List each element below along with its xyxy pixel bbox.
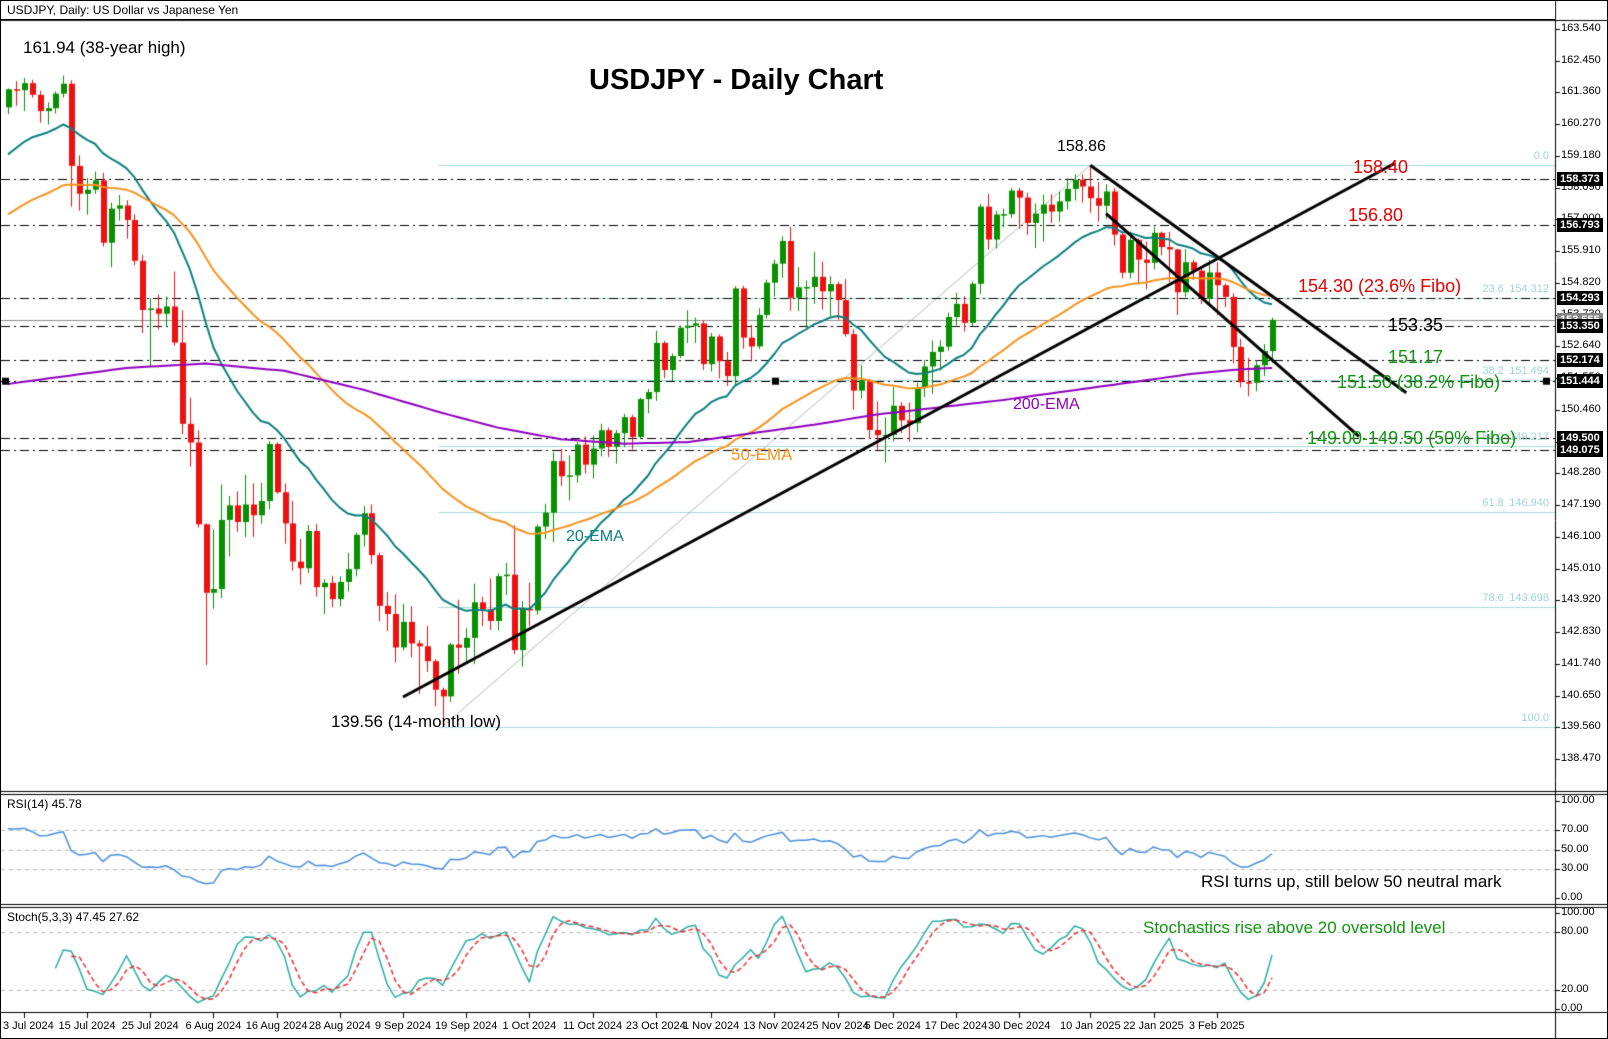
level-price-box: 151.444: [1557, 374, 1603, 389]
date-label: 9 Sep 2024: [374, 1020, 432, 1032]
price-tick: 152.640: [1561, 339, 1601, 352]
date-label: 13 Nov 2024: [743, 1020, 806, 1032]
level-label-15680: 156.80: [1348, 205, 1404, 225]
stoch-scale-tick: 20.00: [1561, 982, 1589, 995]
ema50-label: 50-EMA: [731, 445, 793, 464]
rsi-scale-tick: 70.00: [1561, 823, 1589, 836]
peak-label: 158.86: [1057, 138, 1106, 155]
level-price-box: 156.793: [1557, 218, 1603, 233]
date-label: 3 Jul 2024: [3, 1020, 54, 1032]
price-tick: 146.100: [1561, 529, 1601, 542]
price-tick: 145.010: [1561, 561, 1601, 574]
price-tick: 140.650: [1561, 688, 1601, 701]
price-tick: 161.360: [1561, 85, 1601, 98]
fibo-level-label: 38.2 151.494: [1482, 364, 1549, 377]
date-label: 30 Dec 2024: [987, 1020, 1051, 1032]
stoch-scale-tick: 100.00: [1561, 906, 1595, 918]
level-price-box: 152.174: [1557, 352, 1603, 367]
ema200-label: 200-EMA: [1013, 396, 1080, 413]
level-price-box: 154.293: [1557, 291, 1603, 306]
price-tick: 139.560: [1561, 720, 1601, 733]
price-tick: 154.820: [1561, 275, 1601, 288]
stoch-scale-tick: 0.00: [1561, 1002, 1583, 1014]
level-label-15150: 151.50 (38.2% Fibo): [1337, 372, 1501, 392]
stoch-annotation: Stochastics rise above 20 oversold level: [1143, 918, 1446, 937]
level-label-15840: 158.40: [1353, 157, 1409, 177]
fibo-level-label: 23.6 154.312: [1482, 282, 1549, 295]
date-label: 25 Nov 2024: [806, 1020, 869, 1032]
date-label: 22 Jan 2025: [1123, 1020, 1184, 1032]
rsi-scale-tick: 0.00: [1561, 891, 1583, 903]
level-label-15430: 154.30 (23.6% Fibo): [1298, 276, 1462, 296]
price-tick: 155.910: [1561, 244, 1601, 257]
fibo-level-label: 61.8 146.940: [1482, 497, 1549, 510]
price-tick: 142.830: [1561, 625, 1601, 638]
fibo-level-label: 0.0: [1533, 150, 1549, 163]
stoch-indicator-label: Stoch(5,3,3) 47.45 27.62: [7, 910, 140, 924]
date-label: 16 Aug 2024: [245, 1020, 308, 1032]
rsi-annotation: RSI turns up, still below 50 neutral mar…: [1201, 872, 1502, 891]
rsi-scale-tick: 30.00: [1561, 861, 1589, 874]
price-tick: 160.270: [1561, 117, 1601, 130]
date-label: 5 Dec 2024: [864, 1020, 921, 1032]
price-tick: 148.280: [1561, 466, 1601, 479]
stoch-scale-tick: 80.00: [1561, 925, 1589, 938]
price-tick: 159.180: [1561, 148, 1601, 161]
window-title: USDJPY, Daily: US Dollar vs Japanese Yen: [7, 3, 239, 17]
rsi-indicator-label: RSI(14) 45.78: [7, 797, 82, 811]
date-label: 19 Sep 2024: [434, 1020, 498, 1032]
date-label: 17 Dec 2024: [924, 1020, 988, 1032]
level-price-box: 149.075: [1557, 443, 1603, 458]
price-tick: 141.740: [1561, 656, 1601, 669]
price-tick: 163.540: [1561, 22, 1601, 34]
price-tick: 147.190: [1561, 498, 1601, 511]
date-label: 6 Aug 2024: [185, 1020, 242, 1032]
price-tick: 157.000: [1561, 213, 1601, 225]
date-label: 11 Oct 2024: [563, 1020, 623, 1032]
chart-title: USDJPY - Daily Chart: [589, 64, 884, 96]
ema20-label: 20-EMA: [566, 528, 624, 545]
level-price-box: 149.500: [1557, 430, 1603, 445]
rsi-scale-tick: 100.00: [1561, 794, 1595, 806]
price-tick: 158.090: [1561, 180, 1601, 193]
fibo-level-label: 78.6 143.698: [1482, 591, 1549, 604]
date-label: 15 Jul 2024: [58, 1020, 116, 1032]
date-label: 1 Oct 2024: [502, 1020, 557, 1032]
fibo-level-label: 50.0 149.217: [1482, 431, 1549, 444]
level-price-box: 158.373: [1557, 172, 1603, 187]
level-label-15335: 153.35: [1388, 315, 1444, 335]
fibo-level-label: 100.0: [1521, 712, 1549, 725]
level-price-box: 153.350: [1557, 318, 1603, 333]
rsi-scale-tick: 50.00: [1561, 842, 1589, 855]
price-tick: 162.450: [1561, 53, 1601, 66]
level-label-14900: 149.00-149.50 (50% Fibo): [1307, 428, 1517, 448]
date-label: 25 Jul 2024: [121, 1020, 179, 1032]
price-tick: 143.920: [1561, 593, 1601, 606]
price-tick: 150.460: [1561, 402, 1601, 415]
price-tick: 138.470: [1561, 751, 1601, 764]
low-annotation: 139.56 (14-month low): [331, 712, 502, 731]
date-label: 1 Nov 2024: [682, 1020, 740, 1032]
window-titlebar[interactable]: USDJPY, Daily: US Dollar vs Japanese Yen: [1, 1, 1555, 20]
high-annotation: 161.94 (38-year high): [23, 38, 186, 57]
level-label-15117: 151.17: [1388, 347, 1444, 367]
date-label: 10 Jan 2025: [1060, 1020, 1121, 1032]
date-label: 23 Oct 2024: [625, 1020, 686, 1032]
date-label: 3 Feb 2025: [1188, 1020, 1245, 1032]
date-label: 28 Aug 2024: [308, 1020, 371, 1032]
